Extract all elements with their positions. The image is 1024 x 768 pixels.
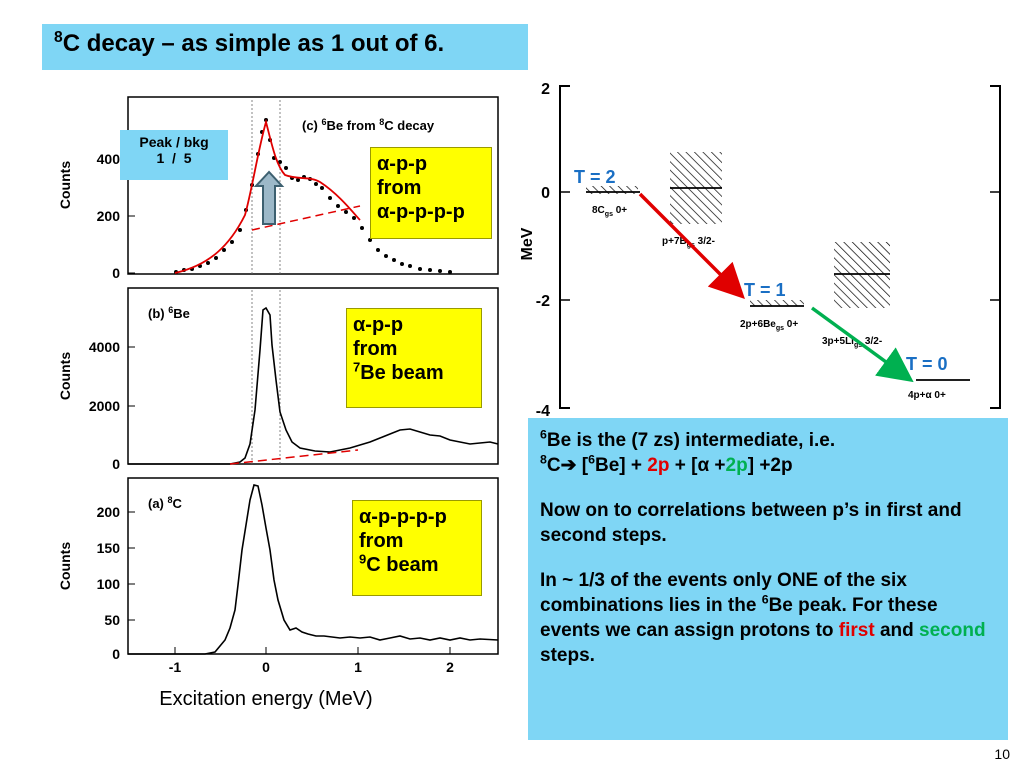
t1-label: T = 1: [744, 280, 786, 300]
li5-level-label: 3p+5Ligs 3/2-: [822, 336, 882, 349]
xtick-1: 1: [354, 659, 362, 675]
panel-b-label: (b) 6Be: [148, 305, 190, 321]
up-arrow-icon: [253, 170, 285, 225]
yellow-box-b: α-p-p from 7Be beam: [346, 308, 482, 408]
be6-level-label: 2p+6Begs 0+: [740, 319, 798, 332]
red-decay-arrow: [638, 192, 745, 299]
level-ylabel: MeV: [519, 227, 536, 260]
tick-c-200: 200: [97, 208, 121, 224]
tick-b-0: 0: [112, 456, 120, 472]
panel-c-fit-line: [174, 118, 361, 274]
info-line1: 6Be is the (7 zs) intermediate, i.e.: [540, 427, 836, 451]
info-line2: 8C➔ [6Be] + 2p + [α +2p] +2p: [540, 452, 793, 476]
panel-a-ylabel: Counts: [57, 542, 73, 590]
level-diagram: 2 0 -2 -4 MeV T = 2 8Cgs 0+ p+7Bgs 3/2- …: [519, 81, 1001, 420]
li5-hatch: [834, 242, 890, 308]
panel-c-label: (c) 6Be from 8C decay: [302, 117, 435, 133]
title-banner: [42, 24, 528, 70]
panel-a-label: (a) 8C: [148, 495, 183, 511]
level-ytick-0: 0: [541, 185, 550, 202]
xtick-neg1: -1: [169, 659, 182, 675]
green-decay-arrow: [810, 306, 914, 383]
tick-c-0: 0: [112, 265, 120, 281]
c8-level-label: 8Cgs 0+: [592, 205, 627, 218]
c8-hatch: [586, 186, 638, 194]
yellow-box-a: α-p-p-p-p from 9C beam: [352, 500, 482, 596]
panel-a-histogram: [128, 484, 499, 655]
tick-c-400: 400: [97, 151, 121, 167]
panel-c-ylabel: Counts: [57, 161, 73, 209]
level-ytick-neg2: -2: [536, 293, 550, 310]
panel-c-bkg-line: [251, 205, 361, 231]
xtick-2: 2: [446, 659, 454, 675]
tick-b-2000: 2000: [89, 398, 120, 414]
tick-b-4000: 4000: [89, 339, 120, 355]
level-ytick-2: 2: [541, 81, 550, 98]
xtick-0: 0: [262, 659, 270, 675]
tick-a-0: 0: [112, 646, 120, 662]
panel-b-ylabel: Counts: [57, 352, 73, 400]
panel-c-frame: [127, 96, 499, 275]
slide-title: 8C decay – as simple as 1 out of 6.: [54, 29, 445, 57]
panel-b-bkg-line: [229, 449, 359, 465]
panel-b-histogram: [128, 306, 499, 465]
page-number: 10: [994, 746, 1010, 762]
level-ytick-neg4: -4: [536, 403, 550, 420]
peak-bkg-value: 1 / 5: [156, 150, 192, 166]
spectra-figure: 0 200 400 0 2000 4000 0 50 100 150 200 -…: [57, 96, 499, 710]
t2-label: T = 2: [574, 167, 616, 187]
tick-a-200: 200: [97, 504, 121, 520]
tick-a-150: 150: [97, 540, 121, 556]
yellow-box-c: α-p-p from α-p-p-p-p: [370, 147, 492, 239]
be6-hatch: [750, 300, 804, 306]
panel-b-frame: [127, 287, 499, 465]
peak-bkg-label: Peak / bkg: [139, 134, 209, 150]
info-para3: In ~ 1/3 of the events only ONE of the s…: [540, 570, 986, 666]
alpha-level-label: 4p+α 0+: [908, 390, 946, 401]
info-para2: Now on to correlations between p’s in fi…: [540, 500, 962, 546]
t0-label: T = 0: [906, 354, 948, 374]
panel-a-frame: [127, 477, 499, 655]
peak-bkg-box: Peak / bkg 1 / 5: [120, 130, 228, 180]
x-axis-label: Excitation energy (MeV): [159, 688, 372, 710]
tick-a-50: 50: [104, 612, 120, 628]
info-box: 6Be is the (7 zs) intermediate, i.e. 8C➔…: [528, 418, 1008, 740]
tick-a-100: 100: [97, 576, 121, 592]
